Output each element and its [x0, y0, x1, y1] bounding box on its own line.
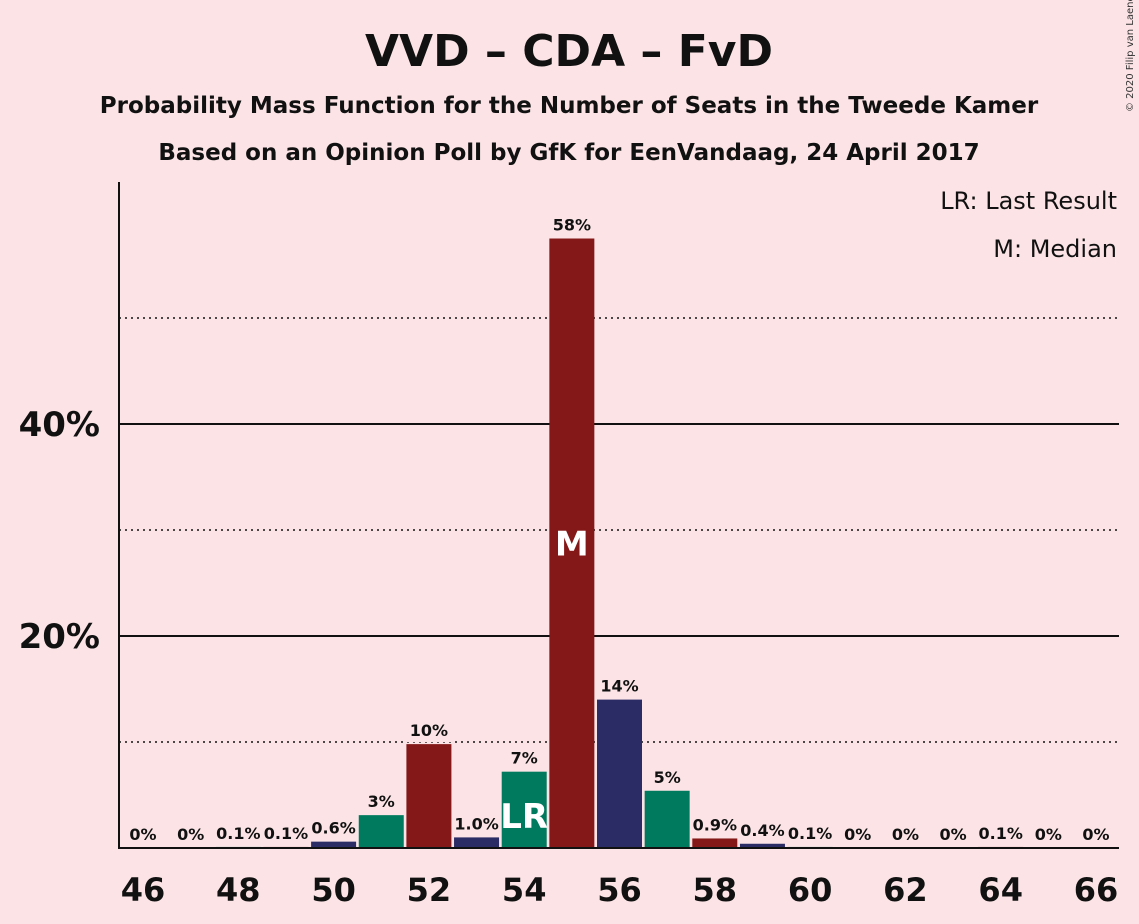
data-label-seats-53: 1.0%: [454, 814, 498, 833]
legend-median: M: Median: [993, 235, 1117, 263]
median-marker: M: [555, 524, 589, 564]
bar-seats-50: [311, 841, 357, 848]
data-label-seats-52: 10%: [410, 721, 448, 740]
bar-seats-52: [406, 744, 452, 848]
x-tick-label: 48: [216, 871, 261, 909]
data-label-seats-59: 0.4%: [740, 821, 784, 840]
chart-subtitle-1: Probability Mass Function for the Number…: [100, 93, 1039, 119]
bar-seats-59: [739, 843, 785, 848]
bar-seats-54: [501, 771, 547, 848]
data-label-seats-58: 0.9%: [693, 815, 737, 834]
data-label-backdrop: [642, 764, 692, 789]
x-tick-label: 52: [407, 871, 452, 909]
data-label-backdrop: [404, 718, 454, 743]
data-label-seats-63: 0%: [939, 825, 966, 844]
data-label-seats-57: 5%: [654, 768, 681, 787]
x-tick-label: 62: [883, 871, 928, 909]
x-tick-label: 54: [502, 871, 547, 909]
x-tick-label: 56: [597, 871, 642, 909]
data-label-seats-62: 0%: [892, 825, 919, 844]
x-tick-label: 60: [788, 871, 833, 909]
bar-seats-56: [597, 699, 642, 848]
bars: 0% 0% 0.1% 0.1% 0.6%3%10%1.0%7%LR58%M14%5%0.…: [129, 212, 1110, 848]
data-label-seats-64: 0.1%: [979, 824, 1023, 843]
bar-seats-53: [454, 837, 500, 848]
legend-last-result: LR: Last Result: [940, 187, 1117, 215]
data-label-seats-49: 0.1%: [264, 824, 308, 843]
data-label-seats-54: 7%: [511, 749, 538, 768]
y-axis-ticks: 20% 40%: [19, 405, 100, 657]
bar-seats-51: [358, 815, 404, 848]
bar-seats-55: [549, 238, 595, 848]
chart-subtitle-2: Based on an Opinion Poll by GfK for EenV…: [158, 140, 979, 166]
x-tick-label: 46: [121, 871, 166, 909]
y-tick-label: 40%: [19, 405, 100, 445]
bar-seats-58: [692, 838, 738, 848]
x-tick-label: 64: [978, 871, 1023, 909]
x-tick-label: 66: [1074, 871, 1119, 909]
data-label-seats-50: 0.6%: [311, 819, 355, 838]
data-label-seats-66: 0%: [1082, 825, 1109, 844]
bar-seats-57: [644, 790, 690, 848]
data-label-backdrop: [547, 212, 597, 237]
copyright-notice: © 2020 Filip van Laenen: [1125, 0, 1136, 112]
axes: [118, 182, 1119, 849]
x-tick-label: 58: [693, 871, 738, 909]
data-label-backdrop: [595, 673, 644, 698]
data-label-seats-47: 0%: [177, 825, 204, 844]
data-label-seats-65: 0%: [1035, 825, 1062, 844]
data-label-backdrop: [499, 745, 549, 770]
x-tick-label: 50: [311, 871, 356, 909]
data-label-seats-61: 0%: [844, 825, 871, 844]
data-label-seats-55: 58%: [553, 216, 591, 235]
data-label-seats-60: 0.1%: [788, 824, 832, 843]
data-label-seats-48: 0.1%: [216, 824, 260, 843]
data-label-seats-46: 0%: [129, 825, 156, 844]
data-label-seats-51: 3%: [368, 792, 395, 811]
chart-title: VVD – CDA – FvD: [365, 26, 773, 77]
last-result-marker: LR: [500, 797, 548, 837]
x-axis-ticks: 46 48 50 52 54 56 58 60 62 64 66: [121, 871, 1119, 909]
y-tick-label: 20%: [19, 617, 100, 657]
data-label-seats-56: 14%: [600, 677, 638, 696]
